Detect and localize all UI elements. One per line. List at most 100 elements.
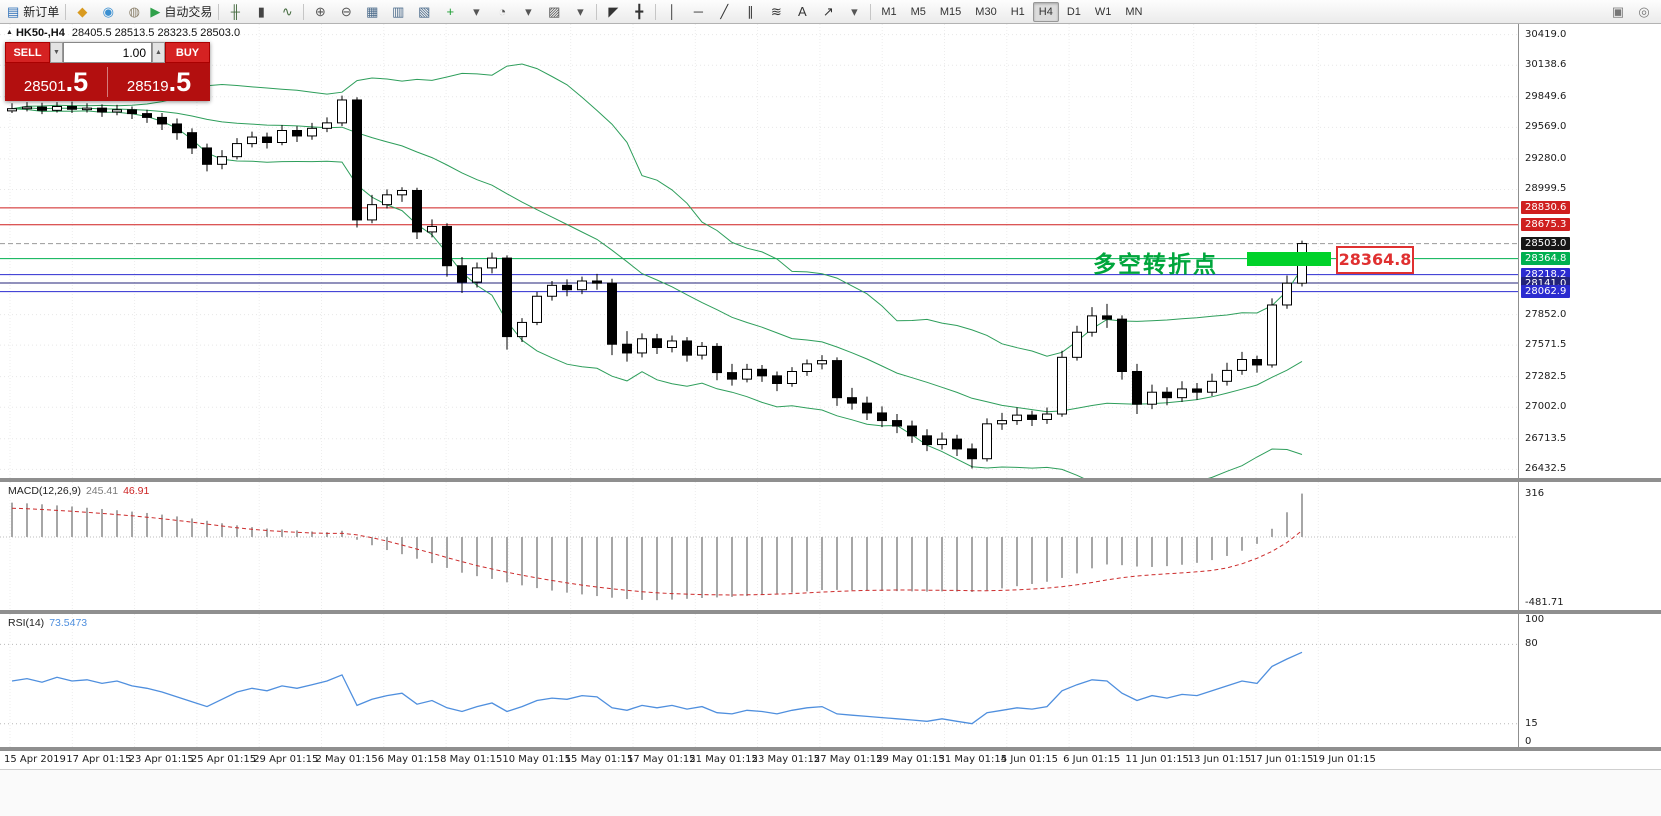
trendline-icon[interactable]: ╱ — [711, 2, 737, 22]
toolbar-separator — [655, 3, 657, 20]
panel-separator[interactable] — [0, 478, 1661, 482]
arrows-icon[interactable]: ↗ — [815, 2, 841, 22]
bar-chart-icon[interactable]: ╫ — [222, 2, 248, 22]
chart-area[interactable]: ▲ HK50-,H4 28405.5 28513.5 28323.5 28503.0… — [0, 24, 1661, 751]
annotation-rectangle[interactable] — [1247, 251, 1331, 266]
rsi-value: 73.5473 — [49, 617, 88, 629]
objects-dropdown-icon[interactable]: ▾ — [841, 2, 867, 22]
sell-price-big: .5 — [65, 67, 89, 97]
sell-price[interactable]: 28501.5 — [5, 63, 107, 101]
panel-separator[interactable] — [0, 610, 1661, 614]
toolbar-separator — [596, 3, 598, 20]
new-order-button: ▤ — [7, 4, 20, 19]
templates-dropdown-icon[interactable]: ▾ — [567, 2, 593, 22]
price-axis-label: 30138.6 — [1525, 59, 1567, 71]
annotation-text[interactable]: 多空转折点 — [1093, 250, 1218, 277]
buy-price[interactable]: 28519.5 — [108, 63, 210, 101]
timeframe-M15[interactable]: M15 — [939, 5, 962, 18]
help-icon[interactable]: ◍ — [121, 2, 147, 22]
channel-icon[interactable]: ∥ — [737, 2, 763, 22]
trendline-icon: ╱ — [720, 4, 729, 19]
timeframe-M30[interactable]: M30 — [975, 5, 997, 18]
timeframe-H4[interactable]: H4 — [1032, 1, 1059, 22]
macd-scale-min: -481.71 — [1525, 597, 1564, 609]
rsi-axis-label: 0 — [1525, 736, 1532, 747]
toolbar: ▤ 新订单 ◆ ◉ ◍ ▶ 自动交易 ╫ ▮ ∿ ⊕ ⊖ ▦ ▥ ▧ + ▾ ◔ ▾ ▨ ▾ ◤ ╋ │ ─ ╱ ∥ ≋ A ↗ ▾ M1 M… — [0, 0, 1661, 24]
price-axis-label: 28999.5 — [1525, 183, 1567, 195]
rsi-canvas[interactable] — [0, 614, 1518, 747]
cascade-windows-icon[interactable]: ▧ — [411, 2, 437, 22]
trade-panel-divider — [107, 67, 108, 97]
zoom-in-icon[interactable]: ⊕ — [307, 2, 333, 22]
tile-windows-icon[interactable]: ▦ — [359, 2, 385, 22]
toolbar-customize-icon[interactable]: ▣ — [1611, 3, 1625, 19]
indicators-add-icon: + — [446, 4, 455, 19]
templates-icon[interactable]: ▨ — [541, 2, 567, 22]
date-label: 11 Jun 01:15 — [1125, 754, 1189, 765]
timeframe-D1[interactable]: D1 — [1066, 5, 1081, 18]
date-label: 27 May 01:15 — [813, 754, 883, 765]
toolbar-separator — [870, 3, 872, 20]
cascade-windows-icon: ▧ — [418, 4, 431, 19]
new-order-button[interactable]: ▤ 新订单 — [4, 2, 62, 22]
time-axis[interactable]: 15 Apr 2019 17 Apr 01:15 23 Apr 01:15 25 Ap… — [0, 751, 1661, 769]
cursor-icon[interactable]: ◤ — [600, 2, 626, 22]
main-chart-canvas[interactable] — [0, 24, 1518, 478]
periods-dropdown-icon: ▾ — [525, 4, 532, 19]
community-icon[interactable]: ◉ — [95, 2, 121, 22]
candlestick-chart-icon[interactable]: ▮ — [248, 2, 274, 22]
timeframe-M5[interactable]: M5 — [910, 5, 926, 18]
rsi-axis-label: 100 — [1525, 614, 1545, 625]
date-label: 21 May 01:15 — [689, 754, 758, 765]
timeframe-MN[interactable]: MN — [1125, 5, 1143, 18]
toolbar-search-icon[interactable]: ◎ — [1638, 3, 1650, 19]
bar-chart-icon: ╫ — [230, 4, 240, 19]
cursor-icon: ◤ — [608, 4, 619, 19]
channel-icon: ∥ — [747, 4, 754, 19]
indicators-dropdown-icon[interactable]: ▾ — [463, 2, 489, 22]
rsi-label: RSI(14) 73.5473 — [8, 617, 87, 629]
mql5-icon[interactable]: ◆ — [69, 2, 95, 22]
macd-main-value: 245.41 — [85, 485, 119, 497]
auto-trading-button[interactable]: ▶ 自动交易 — [147, 2, 215, 22]
price-axis-label: 29849.6 — [1525, 90, 1567, 102]
fibonacci-icon: ≋ — [770, 4, 782, 19]
vertical-line-icon[interactable]: │ — [659, 2, 685, 22]
fibonacci-icon[interactable]: ≋ — [763, 2, 789, 22]
symbol-name: HK50-,H4 — [15, 27, 65, 39]
price-axis-label: 26713.5 — [1525, 432, 1567, 444]
timeframe-M1[interactable]: M1 — [881, 5, 897, 18]
crosshair-icon[interactable]: ╋ — [626, 2, 652, 22]
text-label-icon: A — [797, 4, 807, 19]
timeframe-H1[interactable]: H1 — [1010, 5, 1025, 18]
zoom-out-icon[interactable]: ⊖ — [333, 2, 359, 22]
arrange-vertical-icon[interactable]: ▥ — [385, 2, 411, 22]
line-chart-icon[interactable]: ∿ — [274, 2, 300, 22]
auto-trading-button-label: 自动交易 — [164, 5, 213, 19]
macd-scale-max: 316 — [1525, 487, 1545, 499]
sell-button[interactable]: SELL — [5, 42, 50, 63]
toolbar-right-group: ▣ ◎ — [1605, 2, 1657, 22]
trade-panel-header: SELL ▼ ▲ BUY — [5, 42, 210, 63]
one-click-trading-panel: SELL ▼ ▲ BUY 28501.5 28519.5 — [5, 42, 210, 101]
volume-increase-button[interactable]: ▲ — [152, 42, 165, 63]
macd-canvas[interactable] — [0, 482, 1518, 610]
horizontal-line-icon[interactable]: ─ — [685, 2, 711, 22]
annotation-price-box[interactable]: 28364.8 — [1336, 245, 1414, 274]
indicators-add-icon[interactable]: + — [437, 2, 463, 22]
panel-separator[interactable] — [0, 747, 1661, 751]
text-label-icon[interactable]: A — [789, 2, 815, 22]
price-axis-label: 29280.0 — [1525, 152, 1567, 164]
periods-icon[interactable]: ◔ — [489, 2, 515, 22]
trade-panel-prices: 28501.5 28519.5 — [5, 63, 210, 101]
bottom-area — [0, 769, 1661, 816]
timeframe-W1[interactable]: W1 — [1094, 5, 1112, 18]
price-scale[interactable]: 30419.0 30138.6 29849.6 29569.0 29280.0 28999… — [1518, 24, 1661, 751]
volume-input[interactable] — [64, 43, 151, 62]
volume-decrease-button[interactable]: ▼ — [50, 42, 63, 63]
buy-button[interactable]: BUY — [165, 42, 210, 63]
periods-dropdown-icon[interactable]: ▾ — [515, 2, 541, 22]
date-label: 17 Jun 01:15 — [1250, 754, 1314, 765]
price-axis-label: 27002.0 — [1525, 401, 1567, 413]
